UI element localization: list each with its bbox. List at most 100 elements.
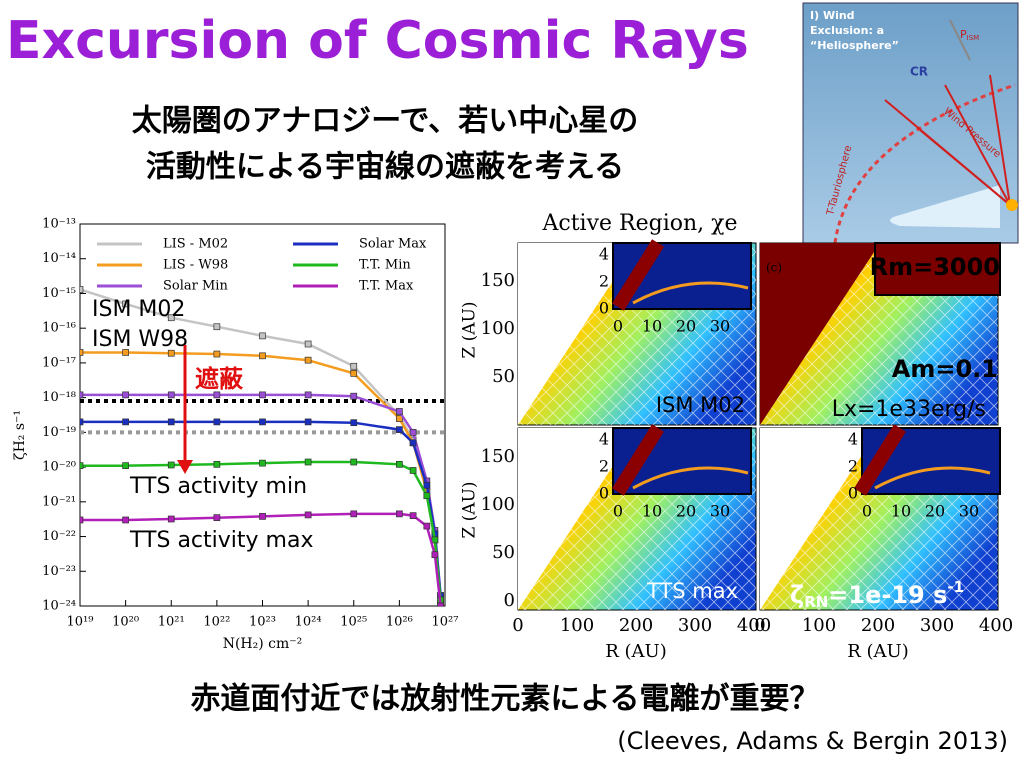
point: [431, 551, 439, 559]
inset-r-tick: 20: [925, 502, 945, 521]
diagram-heading: Exclusion: a: [810, 24, 884, 37]
point: [167, 418, 175, 426]
series-line: [80, 512, 442, 606]
chart: 10⁻¹³ 10⁻¹⁴ 10⁻¹⁵ 10⁻¹⁶ 10⁻¹⁷ 10⁻¹⁸ 10⁻¹⁹ 10⁻²⁰…: [12, 217, 458, 653]
point: [259, 391, 266, 399]
point: [167, 461, 175, 469]
point: [122, 418, 129, 426]
inset-z-tick: 4: [599, 245, 609, 264]
wind-arrows: [884, 74, 1011, 206]
outside-domain: [518, 243, 638, 425]
param: Rm=3000: [870, 253, 1000, 281]
inset-z-tick: 2: [599, 457, 609, 476]
point: [122, 391, 129, 399]
legend-label: T.T. Max: [359, 279, 414, 294]
subtitle: 太陽圏のアナロジーで、若い中心星の: [132, 104, 638, 139]
point: [167, 515, 175, 523]
wind-diagram: I) Wind Exclusion: a “Heliosphere” PISM …: [802, 2, 1019, 244]
x-tick-label: 10²²: [203, 615, 230, 630]
series-line: [80, 460, 442, 601]
point: [437, 602, 444, 606]
r-tick-label: 300: [678, 615, 712, 636]
point: [122, 516, 129, 524]
y-tick-label: 10⁻¹⁶: [42, 321, 76, 336]
x-tick-label: 10¹⁹: [67, 615, 94, 630]
inset-r-tick: 30: [710, 317, 730, 336]
legend-label: LIS - W98: [163, 258, 228, 273]
star: [1006, 199, 1018, 211]
point: [80, 391, 84, 399]
point: [259, 459, 266, 467]
y-tick-label: 10⁻¹⁵: [42, 286, 76, 301]
z-axis-label: Z (AU): [460, 481, 480, 538]
point: [409, 512, 417, 519]
legend-label: Solar Min: [163, 279, 228, 294]
inset-z-tick: 0: [599, 299, 609, 318]
subtitle: 活動性による宇宙線の遮蔽を考える: [146, 150, 624, 185]
diagram-heading: I) Wind: [810, 9, 855, 22]
inset-r-tick: 0: [862, 502, 872, 521]
inset-orange: [632, 281, 749, 305]
cr-arrow: [949, 19, 971, 61]
r-tick-label: 100: [560, 615, 594, 636]
y-tick-label: 10⁻¹⁸: [42, 390, 76, 405]
point: [259, 352, 266, 360]
point: [213, 460, 221, 468]
inset-r-tick: 10: [891, 502, 911, 521]
inset-orange: [632, 466, 749, 490]
shield-arrow-head: [177, 460, 193, 474]
param: Am=0.1: [892, 355, 998, 383]
legend-label: Solar Max: [359, 237, 427, 252]
inset-z-tick: 0: [848, 484, 858, 503]
point: [350, 392, 358, 400]
z-tick-label: 50: [492, 542, 515, 563]
inset-r-tick: 30: [959, 502, 979, 521]
x-tick-label: 10²⁷: [432, 615, 459, 630]
zeta-part: -1: [947, 578, 964, 596]
legend-label: LIS - M02: [163, 237, 228, 252]
diagram-heading: “Heliosphere”: [810, 39, 899, 52]
y-tick-label: 10⁻²³: [42, 564, 76, 579]
r-tick-label: 200: [619, 615, 653, 636]
annotation: TTS activity max: [129, 528, 313, 553]
r-tick-label: 400: [737, 615, 771, 636]
point: [80, 462, 84, 470]
r-tick-label: 0: [512, 615, 523, 636]
point: [259, 418, 266, 426]
conclusion: 赤道面付近では放射性元素による電離が重要？: [190, 682, 819, 717]
zeta: ζRN=1e-19 s-1: [790, 578, 964, 611]
point: [396, 426, 403, 433]
z-tick-label: 0: [504, 590, 515, 611]
boundary: [833, 83, 1016, 244]
r-tick-label: 300: [920, 615, 954, 636]
point: [304, 356, 312, 364]
z-tick-label: 50: [492, 366, 515, 387]
y-tick-label: 10⁻²⁴: [42, 599, 76, 614]
r-tick-label: 100: [802, 615, 836, 636]
inset-z-tick: 2: [599, 272, 609, 291]
point: [423, 481, 431, 489]
r-tick-label: 0: [754, 615, 765, 636]
point: [122, 300, 129, 308]
inset-z-tick: 4: [599, 430, 609, 449]
x-tick-label: 10²³: [249, 615, 276, 630]
inset: [874, 242, 1001, 296]
outside-domain: [760, 428, 880, 610]
point: [304, 511, 312, 519]
citation: (Cleeves, Adams & Bergin 2013): [617, 727, 1008, 755]
r-axis-label: R (AU): [605, 641, 667, 662]
point: [122, 462, 129, 470]
point: [350, 458, 358, 466]
z-tick-label: 150: [481, 446, 515, 467]
point: [304, 458, 312, 466]
point: [80, 418, 84, 426]
panel-label: TTS max: [646, 579, 738, 603]
zeta-part: RN: [804, 593, 828, 611]
point: [423, 492, 431, 500]
x-tick-label: 10²⁴: [295, 615, 322, 630]
point: [80, 286, 84, 293]
point: [259, 513, 266, 520]
inset-z-tick: 0: [599, 484, 609, 503]
point: [409, 467, 417, 474]
